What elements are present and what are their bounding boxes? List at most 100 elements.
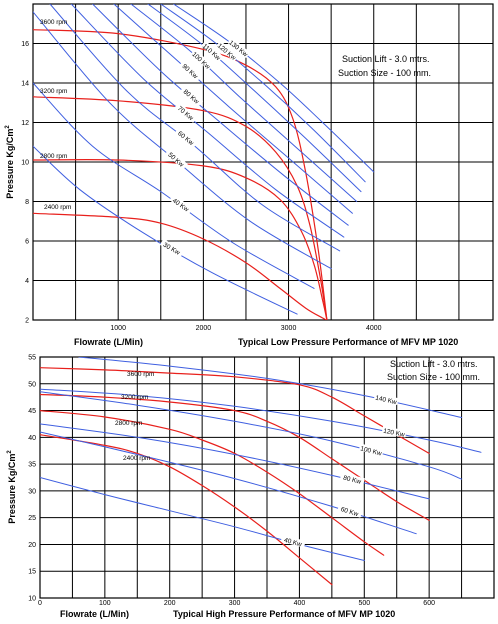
chart-1: 1000 2000 3000 4000 2 4 6 8 10 12 14 16 Flowrate (L/… <box>5 3 494 347</box>
power-label-bg <box>215 40 239 62</box>
y-tick-label: 6 <box>25 239 29 246</box>
power-curve-100-kw <box>130 4 358 202</box>
power-label-bg <box>358 443 384 457</box>
power-curve-100-kw <box>40 391 463 480</box>
x-tick-label: 500 <box>358 600 370 607</box>
power-label-bg <box>180 85 204 107</box>
x-tick-label: 4000 <box>366 325 382 332</box>
power-curve-60-kw <box>49 4 341 252</box>
y-axis-label-superscript: 2 <box>7 450 13 454</box>
power-label-bg <box>174 127 198 148</box>
x-axis-label: Flowrate (L/Min) <box>74 337 143 347</box>
power-curve-70-kw <box>70 4 345 238</box>
y-tick-label: 20 <box>28 542 36 549</box>
y-tick-label: 55 <box>28 355 36 362</box>
x-tick-label: 400 <box>294 600 306 607</box>
y-tick-label: 15 <box>28 569 36 576</box>
y-tick-label: 30 <box>28 488 36 495</box>
power-label-bg <box>179 59 202 82</box>
rpm-label-2800-rpm: 2800 rpm <box>115 420 142 427</box>
power-label-bg <box>227 37 251 58</box>
power-curve-80-kw <box>40 423 430 500</box>
power-curve-120-kw <box>160 4 366 183</box>
curves <box>40 357 482 586</box>
power-label-bg <box>169 194 193 215</box>
y-tick-label: 25 <box>28 515 36 522</box>
suction-note: Suction Size - 100 mm. <box>338 68 431 78</box>
power-label-100-kw: 100 Kw <box>360 445 383 457</box>
power-curve-130-kw <box>173 4 375 173</box>
y-axis-label: Pressure Kg/Cm2 <box>7 450 17 524</box>
y-axis-label-superscript: 2 <box>5 125 11 129</box>
x-axis-label: Flowrate (L/Min) <box>60 609 129 619</box>
rpm-curve-2400-rpm <box>40 434 333 586</box>
y-tick-label: 50 <box>28 381 36 388</box>
rpm-curve-3600-rpm <box>33 29 328 320</box>
x-tick-label: 300 <box>229 600 241 607</box>
rpm-curve-2400-rpm <box>33 212 328 320</box>
y-tick-label: 10 <box>21 160 29 167</box>
power-curve-80-kw <box>92 4 349 226</box>
power-curve-40-kw <box>40 477 365 561</box>
y-tick-label: 4 <box>25 278 29 285</box>
chart-title: Typical High Pressure Performance of MFV… <box>173 609 395 619</box>
x-tick-label: 3000 <box>281 325 297 332</box>
chart-2: 0 100 200 300 400 500 600 10 15 20 25 30 35 40 45 50 55 F… <box>7 355 495 619</box>
rpm-label-2400-rpm: 2400 rpm <box>44 204 71 211</box>
y-tick-label: 40 <box>28 435 36 442</box>
power-curve-30-kw <box>33 145 298 315</box>
suction-note: Suction Lift - 3.0 mtrs. <box>390 359 478 369</box>
x-tick-label: 100 <box>99 600 111 607</box>
power-curve-110-kw <box>147 4 362 193</box>
power-label-bg <box>280 534 306 548</box>
suction-note: Suction Lift - 3.0 mtrs. <box>342 54 430 64</box>
y-tick-label: 8 <box>25 199 29 206</box>
x-tick-label: 0 <box>38 600 42 607</box>
y-tick-label: 45 <box>28 408 36 415</box>
power-curve-90-kw <box>113 4 353 214</box>
rpm-label-2400-rpm: 2400 rpm <box>123 455 150 462</box>
plot-frame <box>32 3 494 321</box>
power-label-60-kw: 60 Kw <box>340 506 360 518</box>
power-label-140-kw: 140 Kw <box>375 395 398 407</box>
rpm-curve-2800-rpm <box>40 410 385 556</box>
power-label-80-kw: 80 Kw <box>342 475 362 486</box>
power-label-bg <box>190 49 213 71</box>
power-curve-120-kw <box>40 388 482 453</box>
power-label-bg <box>165 148 188 170</box>
chart-title: Typical Low Pressure Performance of MFV … <box>238 337 458 347</box>
power-label-bg <box>200 40 224 62</box>
rpm-label-3200-rpm: 3200 rpm <box>121 394 148 401</box>
y-tick-label: 35 <box>28 462 36 469</box>
y-tick-label: 16 <box>21 41 29 48</box>
power-label-bg <box>174 102 198 123</box>
power-label-bg <box>159 238 185 257</box>
x-tick-label: 1000 <box>110 325 126 332</box>
y-tick-label: 2 <box>25 318 29 325</box>
x-tick-label: 200 <box>164 600 176 607</box>
rpm-label-3600-rpm: 3600 rpm <box>40 19 67 26</box>
y-tick-label: 12 <box>21 120 29 127</box>
curves <box>33 4 375 320</box>
suction-note: Suction Size - 100 mm. <box>387 372 480 382</box>
y-axis-label: Pressure Kg/Cm2 <box>5 125 15 199</box>
power-label-120-kw: 120 Kw <box>383 428 406 439</box>
x-tick-label: 2000 <box>196 325 212 332</box>
rpm-curve-3200-rpm <box>40 393 430 521</box>
power-label-40-kw: 40 Kw <box>283 537 303 549</box>
power-label-bg <box>337 503 363 518</box>
rpm-label-2800-rpm: 2800 rpm <box>40 153 67 160</box>
power-label-bg <box>373 392 399 406</box>
y-tick-label: 10 <box>28 596 36 603</box>
rpm-curve-3200-rpm <box>33 96 328 320</box>
rpm-label-3200-rpm: 3200 rpm <box>40 88 67 95</box>
x-tick-label: 600 <box>423 600 435 607</box>
power-label-bg <box>339 472 365 486</box>
y-tick-label: 14 <box>21 81 29 88</box>
rpm-label-3600-rpm: 3600 rpm <box>127 371 154 378</box>
power-curve-40-kw <box>33 82 315 289</box>
power-label-bg <box>381 426 407 438</box>
rpm-curve-2800-rpm <box>33 158 328 320</box>
